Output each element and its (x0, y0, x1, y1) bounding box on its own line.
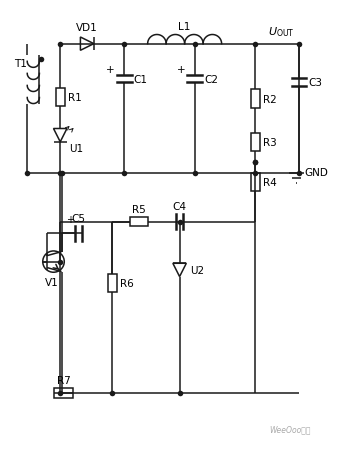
Text: U2: U2 (190, 265, 204, 275)
Text: R1: R1 (68, 93, 82, 103)
Text: R5: R5 (132, 204, 146, 214)
Text: $U_{\rm OUT}$: $U_{\rm OUT}$ (268, 25, 295, 39)
Text: WeeOoo维库: WeeOoo维库 (269, 424, 311, 433)
Bar (251, 90, 260, 108)
Text: R3: R3 (263, 138, 277, 147)
Text: C5: C5 (72, 213, 86, 223)
Text: C1: C1 (134, 74, 148, 84)
Text: R7: R7 (57, 375, 71, 385)
Bar (56, 88, 65, 107)
Text: +: + (177, 65, 186, 75)
Bar (130, 217, 148, 227)
Text: L1: L1 (178, 22, 191, 32)
Text: GND: GND (304, 168, 328, 178)
Text: +: + (106, 65, 115, 75)
Bar (251, 173, 260, 192)
Text: C3: C3 (309, 78, 323, 88)
Text: VD1: VD1 (76, 23, 98, 33)
Text: U1: U1 (69, 144, 83, 154)
Text: C4: C4 (173, 202, 186, 212)
Text: R2: R2 (263, 94, 277, 104)
Bar (54, 388, 73, 398)
Text: V1: V1 (45, 277, 59, 287)
Bar (108, 275, 117, 293)
Text: R6: R6 (120, 279, 134, 289)
Text: +: + (66, 215, 74, 225)
Text: C2: C2 (204, 74, 218, 84)
Text: T1: T1 (15, 59, 27, 69)
Text: R4: R4 (263, 177, 277, 187)
Bar (251, 133, 260, 152)
